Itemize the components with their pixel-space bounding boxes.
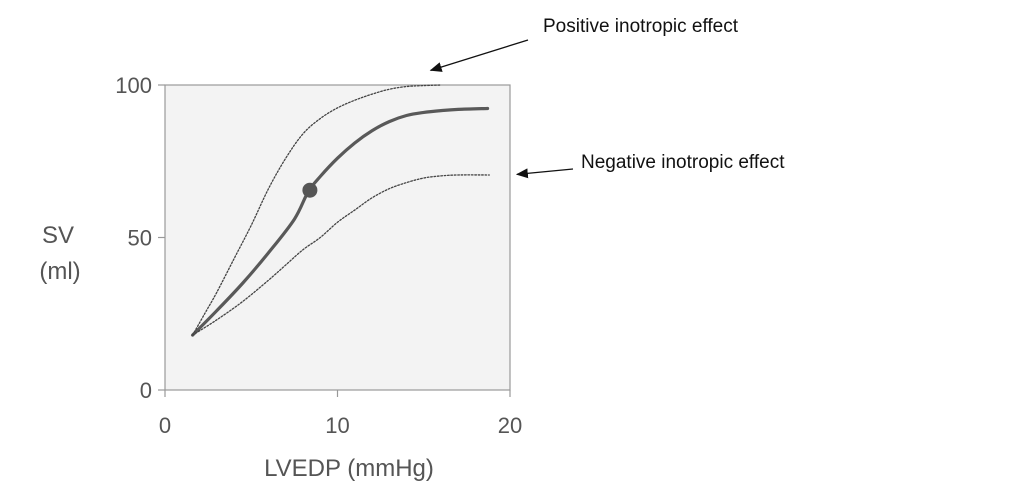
x-tick-label-20: 20 (498, 413, 522, 438)
y-axis-unit-label: (ml) (39, 258, 80, 285)
x-tick-label-0: 0 (159, 413, 171, 438)
x-tick-label-10: 10 (325, 413, 349, 438)
negative-inotropic-curve (191, 174, 490, 336)
y-axis-label: SV (42, 222, 74, 249)
operating-point-marker (302, 182, 318, 198)
y-tick-label-100: 100 (115, 73, 152, 98)
baseline-curve (191, 106, 490, 337)
positive-inotropic-arrow (429, 39, 529, 72)
plot-area (164, 84, 511, 391)
x-axis-label: LVEDP (mmHg) (264, 455, 434, 482)
positive-inotropic-annotation: Positive inotropic effect (543, 16, 739, 37)
positive-inotropic-curve (191, 84, 442, 336)
y-tick-label-50: 50 (128, 226, 152, 251)
y-tick-label-0: 0 (140, 378, 152, 403)
negative-inotropic-annotation: Negative inotropic effect (581, 152, 785, 173)
negative-inotropic-arrow (515, 168, 574, 179)
